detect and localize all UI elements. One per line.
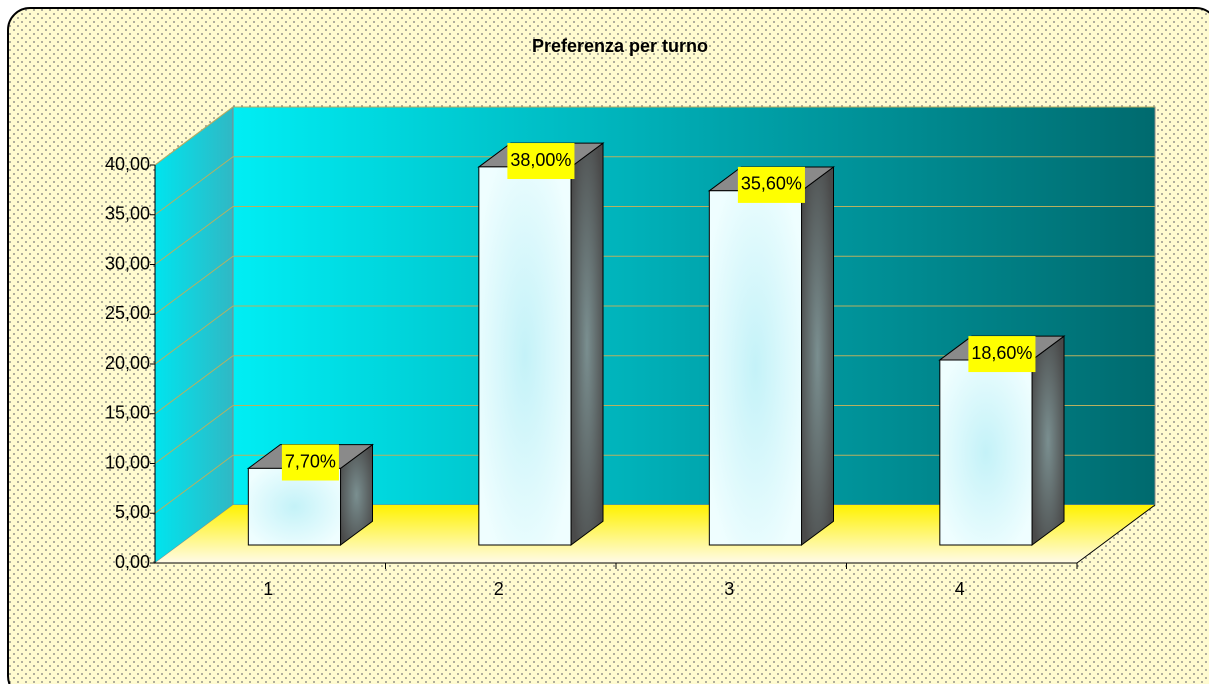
y-tick-label: 40,00: [105, 154, 150, 174]
y-tick-label: 15,00: [105, 403, 150, 423]
chart-title: Preferenza per turno: [532, 36, 708, 56]
data-label: 35,60%: [741, 174, 802, 194]
y-tick-label: 0,00: [115, 552, 150, 572]
grid-line: [154, 305, 234, 365]
bar: [247, 467, 342, 546]
grid-line: [154, 355, 234, 415]
x-tick-label: 2: [494, 579, 504, 599]
data-label-box: [507, 143, 575, 180]
bar: [478, 166, 572, 546]
bar-side: [570, 142, 604, 547]
grid-line: [154, 255, 234, 315]
data-label-box: [737, 166, 805, 203]
floor-edge: [1076, 504, 1156, 564]
grid-line: [154, 156, 234, 216]
data-label: 7,70%: [285, 451, 336, 471]
bar-side: [801, 166, 835, 547]
x-tick-label: 1: [263, 579, 273, 599]
data-label-box: [968, 336, 1036, 373]
grid-line: [154, 454, 234, 514]
data-label: 38,00%: [510, 150, 571, 170]
bar: [939, 359, 1033, 546]
x-tick-label: 3: [724, 579, 734, 599]
y-tick-label: 35,00: [105, 204, 150, 224]
bar: [708, 190, 803, 546]
data-label: 18,60%: [971, 343, 1032, 363]
y-tick-label: 5,00: [115, 502, 150, 522]
x-tick-label: 4: [955, 579, 965, 599]
grid-line: [154, 206, 234, 265]
floor: [155, 505, 1155, 563]
data-label-box: [281, 444, 339, 481]
bar-side: [1031, 335, 1065, 547]
y-tick-label: 10,00: [105, 452, 150, 472]
grid-line: [154, 405, 234, 464]
y-tick-label: 25,00: [105, 303, 150, 323]
y-tick-label: 30,00: [105, 253, 150, 273]
y-tick-label: 20,00: [105, 353, 150, 373]
grid-line: [154, 106, 234, 166]
